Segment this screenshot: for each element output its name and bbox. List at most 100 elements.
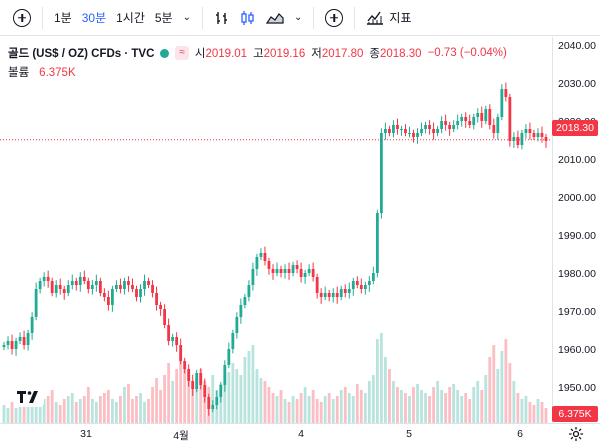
candle-body <box>115 285 118 289</box>
volume-bar <box>62 399 66 423</box>
volume-bar <box>484 375 488 423</box>
plus-circle-icon <box>325 8 344 27</box>
tradingview-logo[interactable] <box>14 385 44 407</box>
symbol-title[interactable]: 골드 (US$ / OZ) CFDs · TVC <box>8 48 155 60</box>
interval-5m[interactable]: 5분 <box>154 11 173 25</box>
volume-bar <box>50 390 54 423</box>
candle-body <box>375 213 379 273</box>
volume-bar <box>351 396 355 423</box>
candles-icon <box>241 10 254 25</box>
candle-body <box>46 277 50 281</box>
candle-body <box>90 285 94 289</box>
volume-bar <box>311 390 315 423</box>
volume-bar <box>6 408 10 423</box>
add-symbol-button[interactable] <box>8 5 36 31</box>
candle-body <box>175 337 179 345</box>
volume-bar <box>480 390 484 423</box>
candle-body <box>295 265 299 269</box>
price-chart[interactable] <box>0 37 600 445</box>
volume-bar <box>500 351 504 423</box>
volume-bar <box>400 390 403 423</box>
volume-bar <box>98 396 102 423</box>
candle-body <box>263 253 267 261</box>
approx-badge[interactable]: ≈ <box>175 46 189 60</box>
time-tick: 6 <box>517 428 523 440</box>
candle-body <box>167 325 171 341</box>
settings-gear-icon[interactable] <box>568 426 584 442</box>
candle-body <box>98 281 102 293</box>
volume-bar <box>147 399 150 423</box>
candle-body <box>159 305 162 309</box>
time-tick: 4월 <box>173 430 189 442</box>
market-status-icon <box>160 48 170 58</box>
volume-bar <box>235 369 239 423</box>
candle-body <box>424 125 427 129</box>
candle-body <box>26 333 30 345</box>
volume-bar <box>94 402 98 423</box>
volume-bar <box>54 402 58 423</box>
candle-body <box>496 117 500 133</box>
volume-bar <box>343 387 347 423</box>
candle-body <box>135 289 138 297</box>
time-scale[interactable]: 31 4월 4 5 6 <box>0 423 600 445</box>
close-value: 2018.30 <box>380 48 422 60</box>
candle-body <box>436 129 440 133</box>
volume-bar <box>115 402 118 423</box>
compare-button[interactable] <box>320 5 348 31</box>
price-scale[interactable]: 2040.00 2030.00 2020.00 2010.00 2000.00 … <box>552 37 600 423</box>
volume-bar <box>239 375 243 423</box>
candle-body <box>279 269 283 273</box>
candle-body <box>331 293 335 297</box>
volume-bar <box>504 339 508 423</box>
candle-body <box>147 281 150 285</box>
candle-body <box>239 305 243 317</box>
time-tick: 4 <box>298 428 304 440</box>
volume-bar <box>139 393 142 423</box>
volume-bar <box>247 351 251 423</box>
volume-bar <box>420 390 423 423</box>
candle-body <box>110 289 114 305</box>
volume-bar <box>476 381 480 423</box>
volume-bar <box>102 393 106 423</box>
volume-bar <box>536 399 540 423</box>
volume-bar <box>355 384 359 423</box>
volume-bar <box>18 405 22 423</box>
area-chart-button[interactable] <box>261 5 289 31</box>
volume-bar <box>283 399 287 423</box>
price-tick: 1990.00 <box>558 230 596 242</box>
candle-body <box>516 137 520 145</box>
volume-bar <box>295 399 299 423</box>
candle-body <box>287 269 291 273</box>
top-toolbar: 1분 30분 1시간 5분 ⌄ ⌄ 지표 <box>0 0 600 36</box>
candle-body <box>123 281 126 289</box>
price-tick: 1970.00 <box>558 306 596 318</box>
volume-bar <box>508 363 512 423</box>
volume-label: 볼륨 <box>8 67 30 79</box>
toolbar-divider <box>313 6 315 29</box>
volume-bar <box>227 372 231 423</box>
chart-pane[interactable] <box>0 37 600 445</box>
volume-bar <box>219 384 223 423</box>
bar-type-button[interactable] <box>209 5 235 31</box>
indicators-button[interactable]: 지표 <box>361 5 416 31</box>
chart-type-dropdown[interactable]: ⌄ <box>289 5 307 31</box>
candles-button[interactable] <box>235 5 261 31</box>
candle-body <box>492 125 496 133</box>
interval-30m[interactable]: 30분 <box>81 11 107 25</box>
volume-bar <box>396 387 399 423</box>
interval-dropdown[interactable]: ⌄ <box>178 5 196 31</box>
high-value: 2019.16 <box>263 48 306 60</box>
volume-bar <box>440 390 444 423</box>
candle-body <box>22 337 26 345</box>
volume-bar <box>436 381 440 423</box>
interval-1m[interactable]: 1분 <box>54 11 72 25</box>
price-tick: 2040.00 <box>558 40 596 52</box>
open-label: 시 <box>194 48 206 60</box>
volume-bar <box>540 402 544 423</box>
candle-body <box>223 365 227 385</box>
interval-1h[interactable]: 1시간 <box>116 11 145 25</box>
volume-bar <box>424 393 427 423</box>
volume-bar <box>444 393 448 423</box>
volume-bar <box>175 369 179 423</box>
candle-body <box>544 137 548 141</box>
